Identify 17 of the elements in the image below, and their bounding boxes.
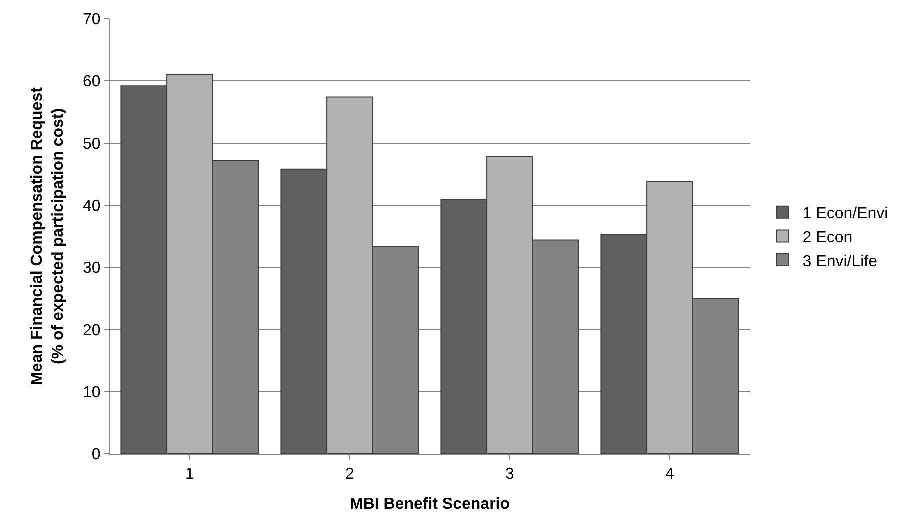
legend-label: 3 Envi/Life — [802, 253, 878, 270]
y-tick-label: 10 — [83, 384, 101, 402]
y-tick-label: 40 — [83, 198, 101, 216]
y-tick-label: 20 — [83, 322, 101, 340]
legend-label: 1 Econ/Envi — [802, 206, 888, 223]
y-tick-label: 30 — [83, 260, 101, 278]
x-axis-title: MBI Benefit Scenario — [350, 496, 510, 513]
y-tick-label: 50 — [83, 136, 101, 153]
x-tick-label: 1 — [186, 466, 195, 484]
y-tick-label: 0 — [92, 446, 101, 464]
y-axis-title: Mean Financial Compensation Request (% of expected participation cost) — [29, 86, 67, 386]
x-tick-label: 4 — [666, 466, 675, 484]
y-tick-label: 70 — [83, 12, 101, 29]
legend-label: 2 Econ — [802, 229, 853, 246]
y-tick-label: 60 — [83, 74, 101, 91]
x-tick-label: 3 — [506, 466, 515, 484]
x-tick-label: 2 — [346, 466, 355, 484]
